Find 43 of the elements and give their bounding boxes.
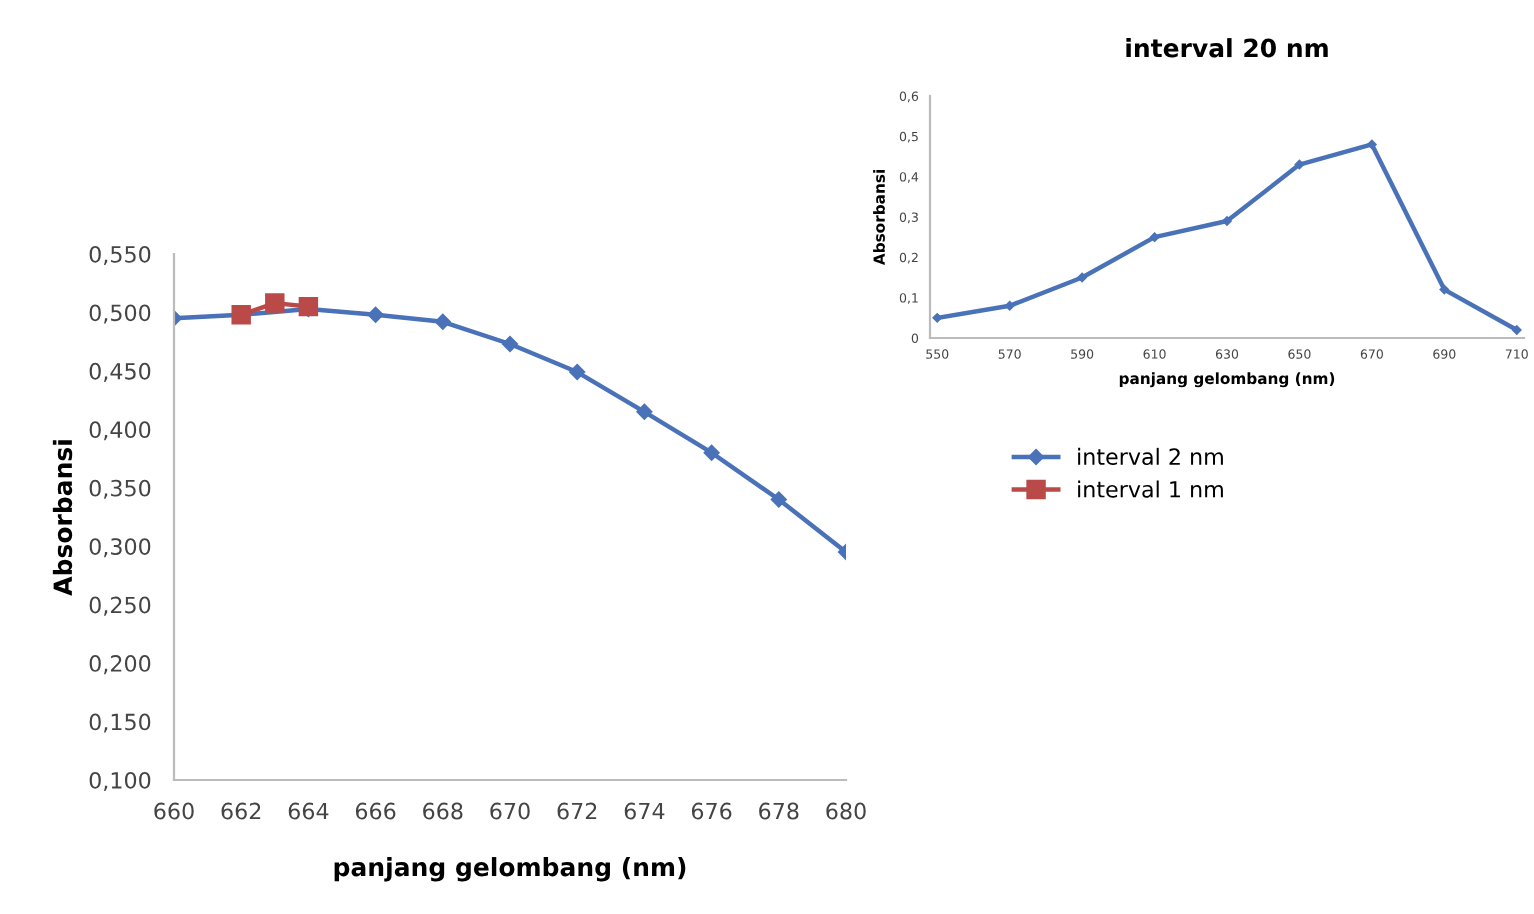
point <box>434 313 451 330</box>
point <box>1439 284 1449 295</box>
point <box>1367 139 1377 150</box>
point <box>1077 272 1087 283</box>
y-tick-label: 0,450 <box>89 362 151 382</box>
y-tick-label: 0,150 <box>89 713 151 733</box>
point <box>1294 159 1305 170</box>
x-tick-label: 676 <box>691 802 732 820</box>
y-tick-label: 0,500 <box>89 304 151 324</box>
point <box>1149 232 1160 242</box>
legend-label: interval 1 nm <box>1078 480 1223 498</box>
point <box>502 336 518 352</box>
y-axis-title: Absorbansi <box>52 440 73 596</box>
x-tick-label: 678 <box>759 802 799 820</box>
point <box>703 444 720 461</box>
y-tick-label: 0,550 <box>89 245 151 266</box>
y-tick-label: 0,350 <box>89 479 151 499</box>
x-tick-label: 668 <box>423 802 463 820</box>
point <box>569 364 586 380</box>
y-tick-label: 0,250 <box>89 596 151 616</box>
point <box>1512 325 1522 335</box>
point <box>1222 216 1232 226</box>
x-tick-label: 664 <box>288 802 329 820</box>
x-tick-label: 660 <box>154 802 194 820</box>
x-tick-label: 672 <box>557 802 597 820</box>
x-axis-title: panjang gelombang (nm) <box>334 857 686 882</box>
legend-label: interval 2 nm <box>1078 447 1223 466</box>
y-tick-label: 0,200 <box>89 655 151 675</box>
point <box>932 313 942 323</box>
point <box>770 491 787 508</box>
x-tick-label: 662 <box>221 802 261 820</box>
point <box>636 403 653 420</box>
y-tick-label: 0,400 <box>89 421 151 441</box>
chart-title: interval 20 nm <box>1126 38 1328 58</box>
x-tick-label: 674 <box>624 802 665 820</box>
x-tick-label: 666 <box>355 802 396 820</box>
point <box>265 293 285 313</box>
x-tick-label: 670 <box>490 802 530 820</box>
point <box>367 306 384 323</box>
point <box>1005 301 1015 311</box>
x-tick-label: 680 <box>826 802 866 820</box>
y-tick-label: 0,100 <box>89 771 151 792</box>
y-tick-label: 0,300 <box>89 538 151 558</box>
